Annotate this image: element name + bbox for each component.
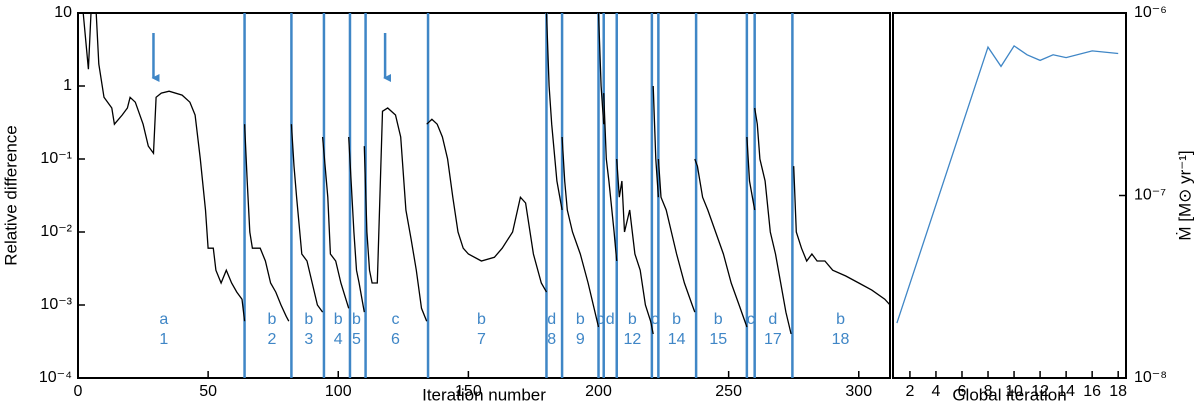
- data-line: [78, 13, 890, 335]
- y-tick-label: 10: [54, 4, 72, 21]
- segment-letter: b: [714, 311, 723, 328]
- plot-frame: [892, 12, 1127, 379]
- y-tick-label: 10⁻⁴: [39, 369, 72, 386]
- segment-letter: c: [747, 311, 755, 328]
- x-tick-label: 4: [932, 383, 941, 400]
- y-tick-label: 10⁻¹: [40, 150, 72, 167]
- segment-number: 17: [764, 331, 782, 348]
- x-tick-label: 50: [199, 383, 217, 400]
- x-tick-label: 2: [905, 383, 914, 400]
- x-tick-label: 150: [455, 383, 482, 400]
- x-tick-label: 300: [845, 383, 872, 400]
- segment-number: 9: [576, 331, 585, 348]
- y-tick-label: 10⁻⁸: [1134, 369, 1167, 386]
- y-tick-label: 10⁻³: [40, 296, 72, 313]
- segment-number: 3: [304, 331, 313, 348]
- x-tick-label: 250: [715, 383, 742, 400]
- segment-letter: c: [392, 311, 400, 328]
- segment-letter: b: [672, 311, 681, 328]
- segment-letter: d: [547, 311, 556, 328]
- segment-number: 1: [159, 331, 168, 348]
- segment-number: 6: [391, 331, 400, 348]
- x-axis-label: Iteration number: [422, 385, 546, 404]
- segment-letter: b: [267, 311, 276, 328]
- y-tick-label: 1: [63, 77, 72, 94]
- segment-letter: d: [606, 311, 615, 328]
- segment-letter: b: [576, 311, 585, 328]
- x-tick-label: 14: [1057, 383, 1075, 400]
- segment-number: 4: [334, 331, 343, 348]
- segment-number: 15: [709, 331, 727, 348]
- y-tick-label: 10⁻⁷: [1134, 187, 1166, 204]
- segment-letter: b: [628, 311, 637, 328]
- segment-number: 2: [267, 331, 276, 348]
- segment-letter: c: [651, 311, 659, 328]
- segment-letter: b: [352, 311, 361, 328]
- segment-number: 12: [623, 331, 641, 348]
- segment-letter: c: [596, 311, 604, 328]
- x-tick-label: 10: [1005, 383, 1023, 400]
- x-tick-label: 16: [1083, 383, 1101, 400]
- segment-number: 8: [547, 331, 556, 348]
- segment-letter: a: [159, 311, 168, 328]
- x-axis-label: Global iteration: [952, 385, 1066, 404]
- x-tick-label: 200: [585, 383, 612, 400]
- segment-number: 14: [668, 331, 686, 348]
- segment-letter: d: [768, 311, 777, 328]
- y-axis-label: Relative difference: [1, 125, 20, 266]
- plot-frame: [77, 12, 891, 379]
- x-tick-label: 0: [74, 383, 83, 400]
- x-tick-label: 8: [984, 383, 993, 400]
- segment-letter: b: [477, 311, 486, 328]
- y-tick-label: 10⁻²: [40, 223, 72, 240]
- data-line: [896, 44, 1119, 324]
- y2-axis-label: Ṁ [M⊙ yr⁻¹]: [1175, 150, 1194, 240]
- x-tick-label: 6: [958, 383, 967, 400]
- segment-letter: b: [836, 311, 845, 328]
- segment-number: 7: [477, 331, 486, 348]
- segment-letter: b: [304, 311, 313, 328]
- segment-letter: b: [334, 311, 343, 328]
- segment-number: 5: [352, 331, 361, 348]
- x-tick-label: 12: [1031, 383, 1049, 400]
- y-tick-label: 10⁻⁶: [1134, 4, 1167, 21]
- x-tick-label: 18: [1109, 383, 1127, 400]
- x-tick-label: 100: [325, 383, 352, 400]
- segment-number: 18: [832, 331, 850, 348]
